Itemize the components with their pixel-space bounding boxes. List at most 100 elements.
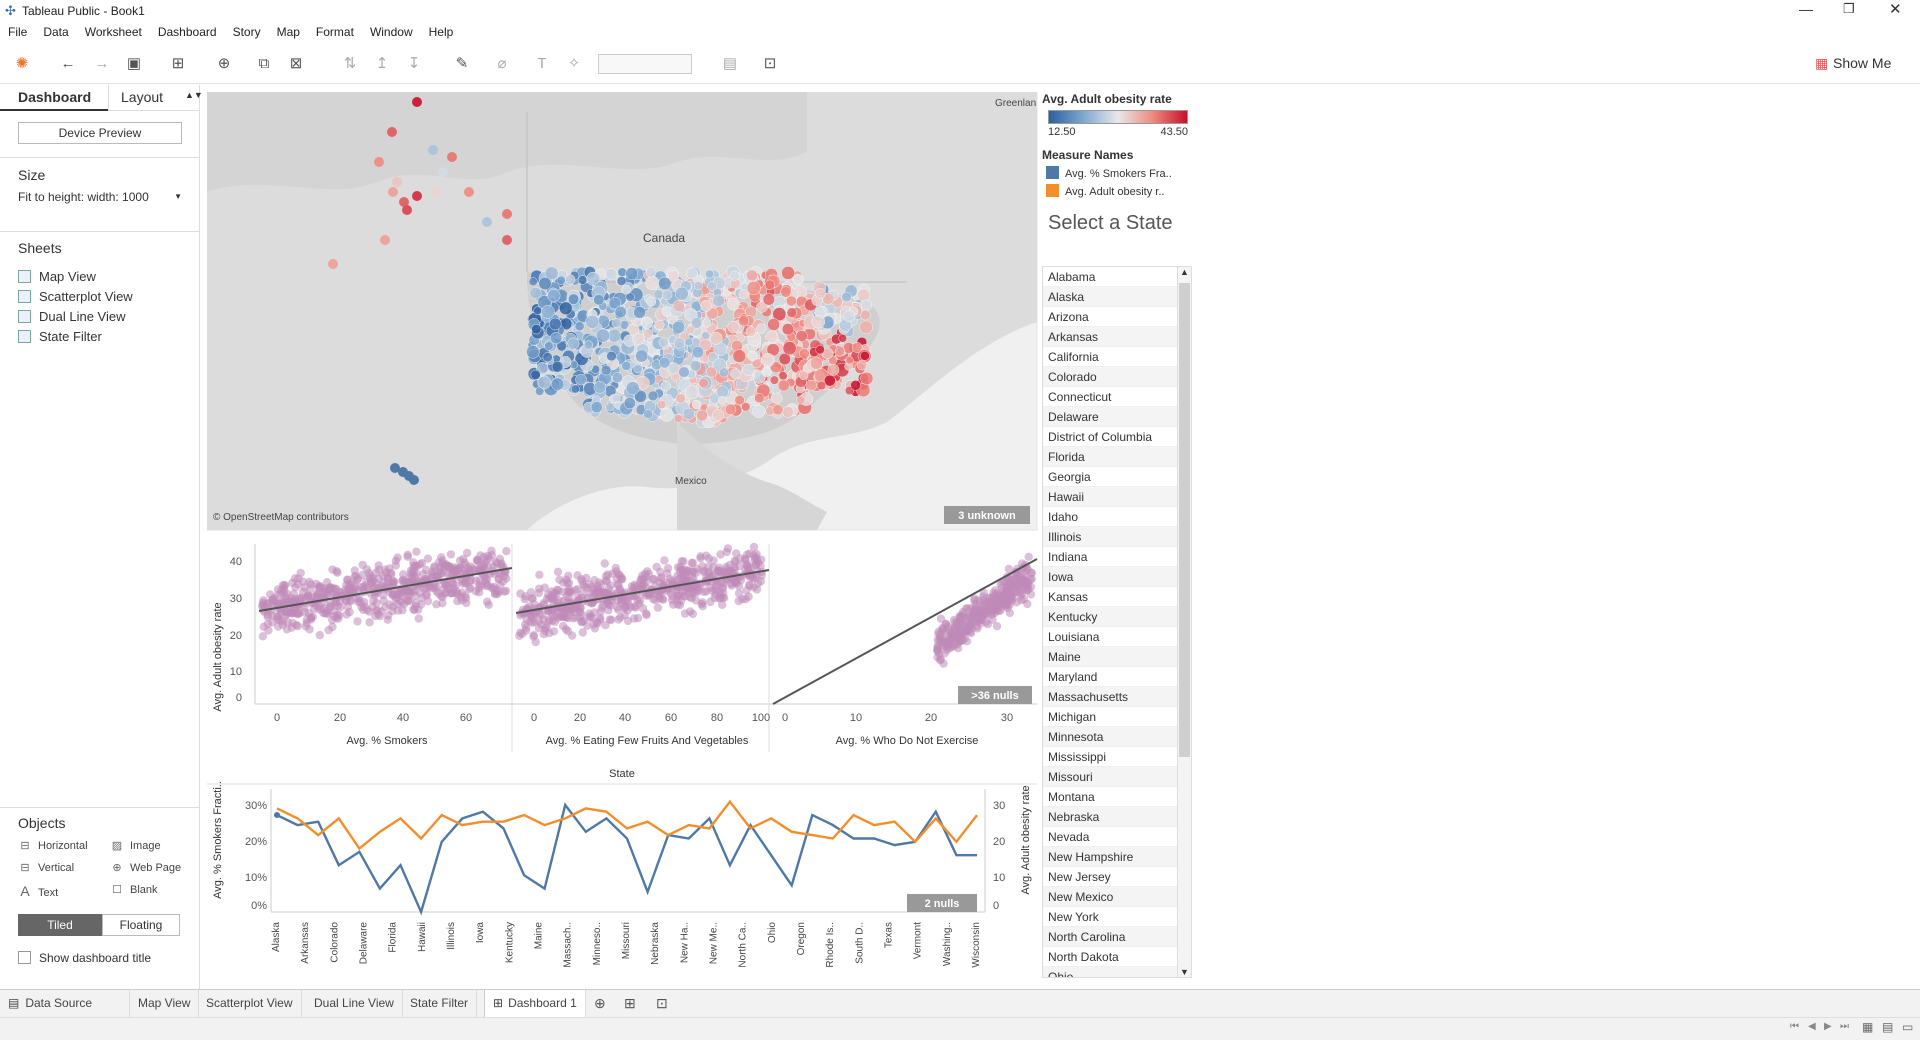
map-point[interactable] [647,390,659,402]
map-point[interactable] [542,352,553,363]
scatter-point[interactable] [306,613,316,623]
tab-layout[interactable]: Layout ▲▼ [108,85,203,111]
scatter-point[interactable] [412,547,421,556]
map-point[interactable] [547,289,561,303]
scatter-point[interactable] [335,611,344,620]
scatter-point[interactable] [324,625,333,635]
scatter-point[interactable] [314,605,323,614]
map-point[interactable] [717,395,727,405]
map-point[interactable] [593,294,605,306]
map-point[interactable] [777,379,790,392]
map-point[interactable] [567,337,580,350]
scatter-point[interactable] [559,610,568,620]
scatter-point[interactable] [500,571,509,580]
menu-format[interactable]: Format [315,25,354,39]
map-point[interactable] [380,235,390,245]
scatter-point[interactable] [414,614,423,623]
map-point[interactable] [605,268,618,281]
state-item[interactable]: North Dakota [1043,947,1177,967]
map-point[interactable] [693,281,703,291]
map-point[interactable] [859,320,873,335]
scatter-point[interactable] [993,605,1002,614]
map-point[interactable] [392,177,402,187]
map-point[interactable] [611,318,622,328]
map-point[interactable] [746,280,761,295]
state-item[interactable]: New York [1043,907,1177,927]
map-point[interactable] [575,373,587,386]
scatter-point[interactable] [290,574,300,583]
scatter-point[interactable] [716,589,725,598]
map-point[interactable] [769,375,779,385]
scatter-point[interactable] [281,606,290,615]
scatter-point[interactable] [502,546,511,556]
map-point[interactable] [550,332,563,345]
map-point[interactable] [782,406,794,418]
tab-dual-line-view[interactable]: Dual Line View [306,990,403,1017]
scatter-point[interactable] [482,597,492,606]
map-point[interactable] [786,307,797,318]
scatter-point[interactable] [288,606,297,616]
state-item[interactable]: Mississippi [1043,747,1177,767]
scatter-point[interactable] [706,572,715,581]
scatter-point[interactable] [604,600,614,609]
scatter-point[interactable] [380,603,390,612]
object-text[interactable]: A Text [18,883,58,899]
menu-data[interactable]: Data [43,25,69,39]
scatter-point[interactable] [603,570,612,579]
map-point[interactable] [845,356,854,365]
tab-state-filter[interactable]: State Filter [402,990,478,1017]
scatter-point[interactable] [441,560,451,569]
map-point[interactable] [734,395,745,406]
state-item[interactable]: Missouri [1043,767,1177,787]
grid-view-icon[interactable]: ▦ [1862,1020,1874,1034]
measure-legend-item[interactable]: Avg. % Smokers Fra.. [1042,166,1192,180]
redo-icon[interactable]: → [94,55,110,72]
scatter-point[interactable] [956,618,966,627]
scatter-point[interactable] [273,585,283,594]
trend-line[interactable] [258,567,513,612]
fix-axes-icon[interactable]: ✧ [567,55,581,72]
map-point[interactable] [447,152,457,162]
state-item[interactable]: Iowa [1043,567,1177,587]
map-point[interactable] [724,403,737,415]
scatter-point[interactable] [576,603,585,613]
map-point[interactable] [590,401,603,413]
map-point[interactable] [595,328,610,343]
state-item[interactable]: Illinois [1043,527,1177,547]
new-sheet-icon[interactable]: ⊕ [217,55,231,72]
map-point[interactable] [778,371,788,381]
map-point[interactable] [780,286,792,298]
map-point[interactable] [658,276,672,291]
map-point[interactable] [747,350,758,362]
state-item[interactable]: Montana [1043,787,1177,807]
map-point[interactable] [643,409,653,419]
scatter-point[interactable] [471,576,480,585]
scatter-point[interactable] [304,591,313,600]
map-point[interactable] [798,370,809,380]
state-item[interactable]: Minnesota [1043,727,1177,747]
scatter-point[interactable] [359,605,368,614]
map-point[interactable] [660,380,671,392]
map-point[interactable] [674,286,689,301]
show-title-checkbox[interactable]: Show dashboard title [18,951,151,965]
scatter-point[interactable] [947,630,957,640]
menu-map[interactable]: Map [276,25,300,39]
scatter-point[interactable] [716,550,725,559]
scatter-point[interactable] [1017,595,1026,605]
scatter-point[interactable] [627,582,637,591]
map-point[interactable] [585,314,600,329]
scatter-point[interactable] [577,617,586,627]
map-point[interactable] [530,369,541,380]
scatter-point[interactable] [1005,594,1014,604]
map-point[interactable] [686,267,699,280]
scatter-point[interactable] [495,554,505,563]
map-point[interactable] [559,301,573,316]
dual-line-view[interactable]: State Avg. % Smokers Fracti.. Avg. Adult… [207,768,1037,968]
scatter-point[interactable] [345,582,355,592]
map-point[interactable] [841,291,852,303]
scatter-point[interactable] [473,555,482,564]
scatter-point[interactable] [1015,576,1024,585]
state-item[interactable]: Idaho [1043,507,1177,527]
map-point[interactable] [834,346,846,357]
map-point[interactable] [811,314,826,329]
